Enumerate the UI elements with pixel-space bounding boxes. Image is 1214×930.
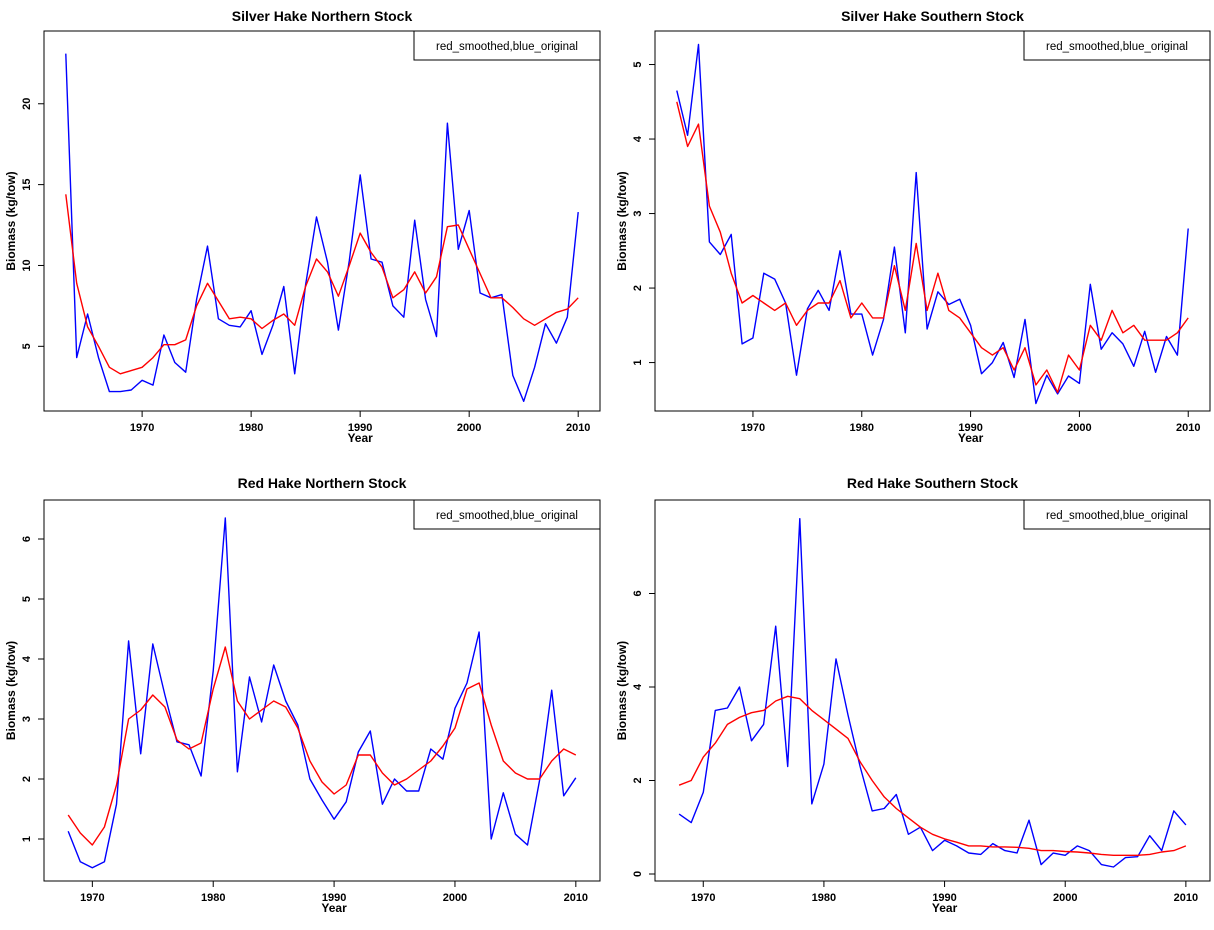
chart-title: Silver Hake Northern Stock [232,8,413,24]
y-tick-label: 3 [632,210,644,216]
x-tick-label: 1990 [322,892,346,904]
series-line-smoothed [65,194,579,375]
y-tick-label: 6 [21,536,33,542]
y-tick-label: 10 [21,259,33,271]
series-line-smoothed [676,101,1189,394]
y-tick-label: 2 [21,776,33,782]
y-axis-label: Biomass (kg/tow) [4,171,18,270]
x-tick-label: 2000 [443,892,467,904]
y-tick-label: 2 [632,777,644,783]
y-tick-label: 5 [632,61,644,67]
x-tick-label: 2000 [457,422,481,434]
legend-box [413,499,601,530]
y-tick-label: 4 [21,655,33,662]
x-axis-label: Year [347,431,373,445]
series-line-original [678,518,1187,868]
x-tick-label: 1990 [348,422,372,434]
series-line-smoothed [67,646,577,846]
y-tick-label: 1 [21,836,33,842]
y-tick-label: 5 [21,343,33,349]
y-tick-label: 3 [21,716,33,722]
y-tick-label: 20 [21,98,33,110]
y-tick-label: 2 [632,285,644,291]
x-tick-label: 2000 [1067,422,1091,434]
y-tick-label: 4 [632,683,644,690]
y-tick-label: 4 [632,135,644,142]
legend-box [1023,499,1211,530]
y-tick-label: 5 [21,596,33,602]
series-line-original [65,53,579,402]
x-tick-label: 1970 [741,422,765,434]
x-tick-label: 1970 [130,422,154,434]
y-tick-label: 15 [21,178,33,190]
legend-text: red_smoothed,blue_original [436,41,578,53]
x-tick-label: 1980 [239,422,263,434]
x-tick-label: 1990 [932,892,956,904]
chart-panel-1: Silver Hake Northern Stock Year Biomass (k… [4,8,601,445]
legend-text: red_smoothed,blue_original [1046,41,1188,53]
legend-box [413,30,601,61]
x-tick-label: 2010 [564,892,588,904]
plot-frame [654,499,1211,882]
x-axis-label: Year [321,901,347,915]
chart-panel-3: Red Hake Northern Stock Year Biomass (kg/t… [4,475,601,915]
y-tick-label: 6 [632,590,644,596]
x-tick-label: 2010 [1176,422,1200,434]
x-tick-label: 1980 [850,422,874,434]
chart-title: Red Hake Northern Stock [238,475,407,491]
chart-title: Red Hake Southern Stock [847,475,1018,491]
series-line-original [676,43,1189,405]
y-tick-label: 1 [632,360,644,366]
x-tick-label: 1990 [958,422,982,434]
x-tick-label: 2010 [1174,892,1198,904]
plot-frame [43,30,601,412]
y-axis-label: Biomass (kg/tow) [615,641,629,740]
y-axis-label: Biomass (kg/tow) [615,171,629,270]
legend-text: red_smoothed,blue_original [1046,510,1188,522]
series-line-original [67,517,577,869]
chart-panel-2: Silver Hake Southern Stock Year Biomass (k… [615,8,1211,445]
x-tick-label: 1970 [80,892,104,904]
x-tick-label: 1980 [201,892,225,904]
legend-box [1023,30,1211,61]
chart-title: Silver Hake Southern Stock [841,8,1024,24]
y-axis-label: Biomass (kg/tow) [4,641,18,740]
series-line-smoothed [678,695,1187,856]
x-tick-label: 1980 [812,892,836,904]
chart-panel-4: Red Hake Southern Stock Year Biomass (kg/t… [615,475,1211,915]
x-tick-label: 2010 [566,422,590,434]
x-axis-label: Year [958,431,984,445]
plot-frame [654,30,1211,412]
x-tick-label: 2000 [1053,892,1077,904]
x-tick-label: 1970 [691,892,715,904]
y-tick-label: 0 [632,871,644,877]
plot-frame [43,499,601,882]
legend-text: red_smoothed,blue_original [436,510,578,522]
x-axis-label: Year [932,901,958,915]
